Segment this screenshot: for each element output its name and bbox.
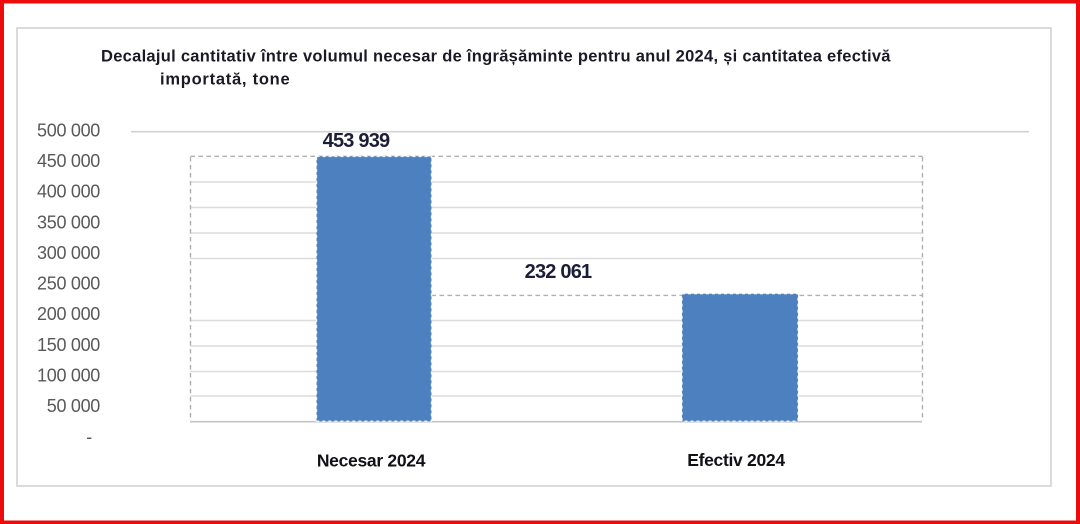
- svg-text:232 061: 232 061: [525, 261, 592, 283]
- svg-text:150 000: 150 000: [37, 335, 100, 355]
- svg-text:50 000: 50 000: [47, 396, 101, 416]
- svg-text:100 000: 100 000: [37, 366, 100, 386]
- svg-text:importată, tone: importată, tone: [160, 71, 290, 89]
- svg-text:250 000: 250 000: [37, 274, 100, 294]
- svg-text:Decalajul cantitativ între vol: Decalajul cantitativ între volumul neces…: [101, 48, 891, 66]
- svg-text:350 000: 350 000: [37, 212, 100, 232]
- svg-text:200 000: 200 000: [37, 304, 100, 324]
- svg-text:453 939: 453 939: [323, 130, 390, 152]
- svg-text:450 000: 450 000: [37, 151, 100, 171]
- svg-text:Necesar 2024: Necesar 2024: [317, 451, 426, 471]
- svg-text:300 000: 300 000: [37, 243, 100, 263]
- svg-text:-: -: [86, 427, 92, 447]
- svg-text:400 000: 400 000: [37, 182, 100, 202]
- svg-text:Efectiv 2024: Efectiv 2024: [687, 450, 785, 470]
- svg-text:500 000: 500 000: [37, 120, 100, 140]
